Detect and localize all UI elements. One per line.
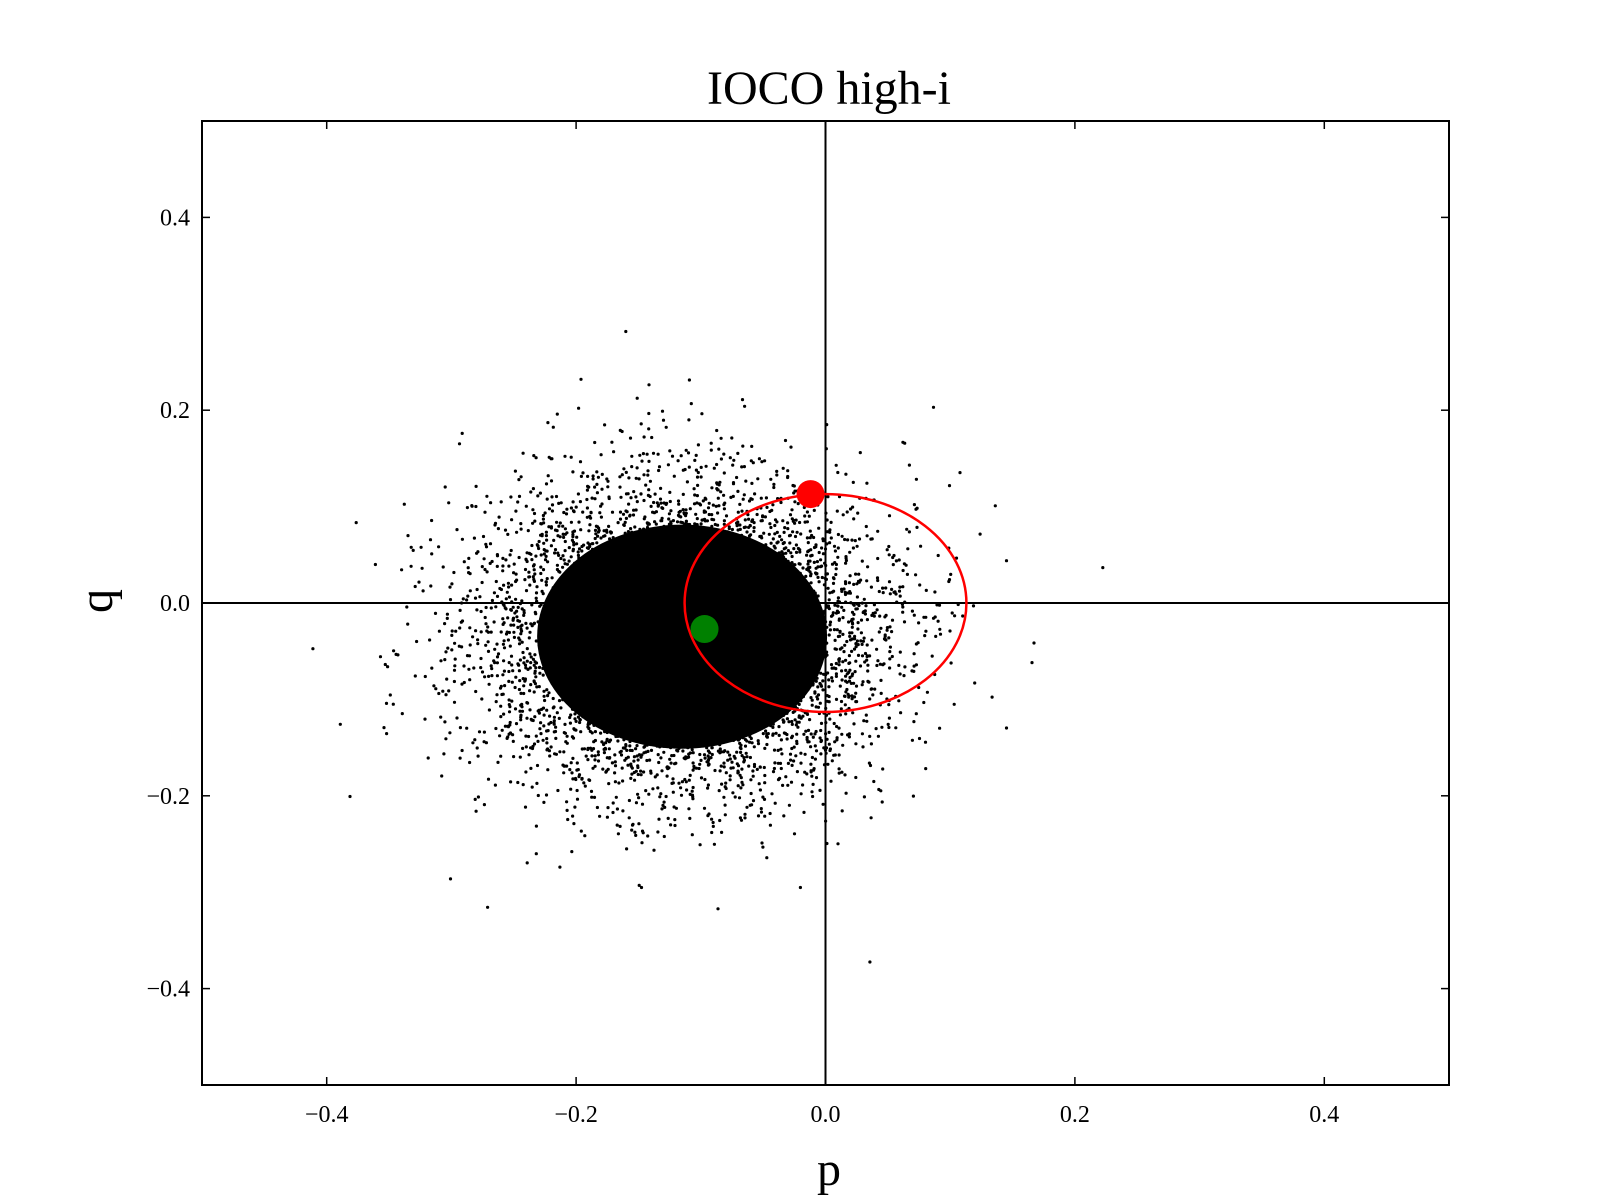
- x-tick-label: 0.2: [1060, 1102, 1090, 1128]
- y-tick-label: −0.4: [146, 977, 190, 1003]
- y-tick-label: 0.0: [160, 591, 190, 617]
- marker-point-1: [796, 480, 825, 509]
- chart-title: IOCO high-i: [707, 62, 951, 115]
- x-axis-label: p: [817, 1143, 841, 1196]
- y-tick-label: 0.2: [160, 398, 190, 424]
- x-tick-label: 0.0: [811, 1102, 841, 1128]
- scatter-point: [311, 329, 1105, 964]
- ellipse-layer: [683, 492, 968, 714]
- reference-lines: [202, 121, 1449, 1085]
- y-axis: −0.4 −0.2 0.0 0.2 0.4: [146, 205, 1449, 1003]
- marker-point-2: [690, 615, 719, 644]
- x-tick-label: −0.2: [554, 1102, 598, 1128]
- x-axis: −0.4 −0.2 0.0 0.2 0.4: [305, 121, 1339, 1128]
- y-tick-label: 0.4: [160, 205, 190, 231]
- plot-content: [202, 121, 1449, 1085]
- x-tick-label: −0.4: [305, 1102, 349, 1128]
- x-tick-label: 0.4: [1309, 1102, 1339, 1128]
- markers-layer: [690, 480, 825, 644]
- scatter-points: [311, 329, 1105, 964]
- y-tick-label: −0.2: [146, 784, 190, 810]
- y-axis-label: q: [70, 589, 123, 613]
- red-ellipse: [683, 492, 968, 714]
